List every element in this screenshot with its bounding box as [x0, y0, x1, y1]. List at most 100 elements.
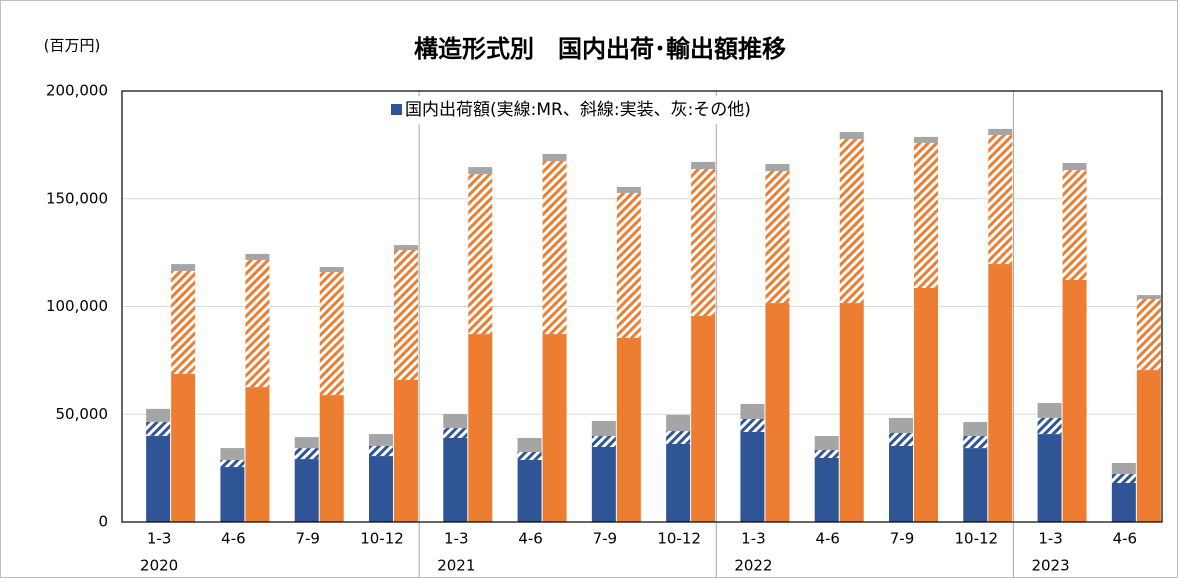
bar-segment	[666, 431, 691, 444]
x-tick-label: 1-3	[1038, 530, 1063, 548]
bar-segment	[220, 459, 245, 468]
bar-segment	[517, 451, 542, 460]
bar-segment	[517, 459, 542, 522]
legend-box	[385, 96, 877, 124]
bar-segment	[839, 139, 864, 304]
bar-segment	[740, 431, 765, 522]
x-tick-label: 4-6	[221, 530, 246, 548]
bar-segment	[814, 450, 839, 458]
x-tick-label: 1-3	[147, 530, 172, 548]
x-tick-label: 4-6	[1113, 530, 1138, 548]
bar-segment	[1136, 295, 1161, 299]
bar-segment	[220, 467, 245, 522]
year-label: 2023	[1031, 557, 1069, 575]
y-tick-label: 150,000	[46, 189, 108, 207]
bars	[146, 128, 1161, 522]
bar-segment	[1062, 162, 1087, 171]
bar-segment	[1062, 170, 1087, 280]
bar-segment	[591, 420, 616, 437]
bar-segment	[443, 428, 468, 438]
bar-segment	[294, 459, 319, 522]
bar-segment	[245, 387, 270, 522]
bar-segment	[319, 395, 344, 522]
bar-segment	[740, 418, 765, 432]
bar-segment	[1111, 473, 1136, 483]
bar-segment	[468, 173, 493, 335]
bar-segment	[691, 315, 716, 522]
bar-segment	[1037, 403, 1062, 418]
x-tick-label: 4-6	[815, 530, 840, 548]
bar-segment	[146, 435, 171, 522]
bar-segment	[394, 250, 418, 380]
bar-segment	[691, 169, 716, 316]
bar-segment	[666, 443, 691, 522]
bar-segment	[369, 434, 393, 446]
bar-segment	[146, 408, 171, 422]
bar-segment	[1062, 279, 1087, 522]
x-tick-label: 4-6	[518, 530, 543, 548]
bar-segment	[666, 414, 691, 432]
bar-segment	[616, 337, 641, 522]
bar-segment	[245, 259, 270, 388]
bar-segment	[394, 379, 418, 522]
bar-segment	[1111, 482, 1136, 522]
bar-segment	[369, 445, 393, 457]
bar-segment	[889, 417, 913, 433]
bar-segment	[468, 167, 493, 174]
bar-segment	[171, 270, 196, 374]
x-tick-label: 7-9	[295, 530, 320, 548]
bar-segment	[691, 161, 716, 170]
y-tick-label: 50,000	[56, 405, 109, 423]
chart-title: 構造形式別 国内出荷･輸出額推移	[414, 35, 786, 63]
year-label: 2021	[437, 557, 475, 575]
bar-segment	[765, 303, 790, 522]
bar-segment	[319, 272, 344, 396]
bar-segment	[294, 448, 319, 460]
unit-label: (百万円)	[44, 37, 101, 55]
legend-label: 国内出荷額(実線:MR、斜線:実装、灰:その他)	[405, 100, 751, 120]
year-label: 2022	[734, 557, 772, 575]
bar-segment	[468, 334, 493, 522]
bar-segment	[542, 334, 567, 522]
bar-segment	[914, 136, 938, 143]
bar-segment	[963, 448, 988, 522]
bar-segment	[394, 245, 418, 251]
bar-segment	[963, 436, 988, 449]
bar-segment	[443, 414, 468, 429]
bar-segment	[591, 447, 616, 522]
x-tick-label: 1-3	[444, 530, 469, 548]
bar-segment	[171, 373, 196, 522]
x-tick-label: 7-9	[593, 530, 618, 548]
bar-segment	[740, 403, 765, 419]
bar-segment	[1111, 462, 1136, 474]
bar-segment	[294, 437, 319, 449]
bar-segment	[889, 445, 913, 522]
plot-border	[121, 90, 1163, 523]
x-tick-label: 10-12	[360, 530, 404, 548]
bar-segment	[914, 287, 938, 522]
year-label: 2020	[140, 557, 178, 575]
bar-segment	[542, 153, 567, 162]
y-tick-label: 100,000	[46, 297, 108, 315]
axes: 0 50,000 100,000 150,000 200,000 1-3 2020 4-6 7-…	[46, 82, 1163, 575]
bar-segment	[1037, 434, 1062, 522]
x-tick-label: 7-9	[890, 530, 915, 548]
bar-segment	[146, 421, 171, 436]
bar-segment	[814, 457, 839, 522]
bar-segment	[319, 267, 344, 273]
bar-segment	[988, 264, 1013, 522]
x-tick-label: 10-12	[657, 530, 701, 548]
bar-segment	[1136, 370, 1161, 522]
bar-segment	[616, 192, 641, 338]
bar-segment	[963, 422, 988, 437]
bar-segment	[889, 432, 913, 446]
y-tick-label: 200,000	[46, 82, 108, 100]
bar-segment	[542, 161, 567, 335]
bar-segment	[988, 128, 1013, 135]
bar-segment	[369, 456, 393, 522]
bar-segment	[914, 142, 938, 288]
bar-segment	[839, 303, 864, 522]
bar-segment	[765, 164, 790, 171]
